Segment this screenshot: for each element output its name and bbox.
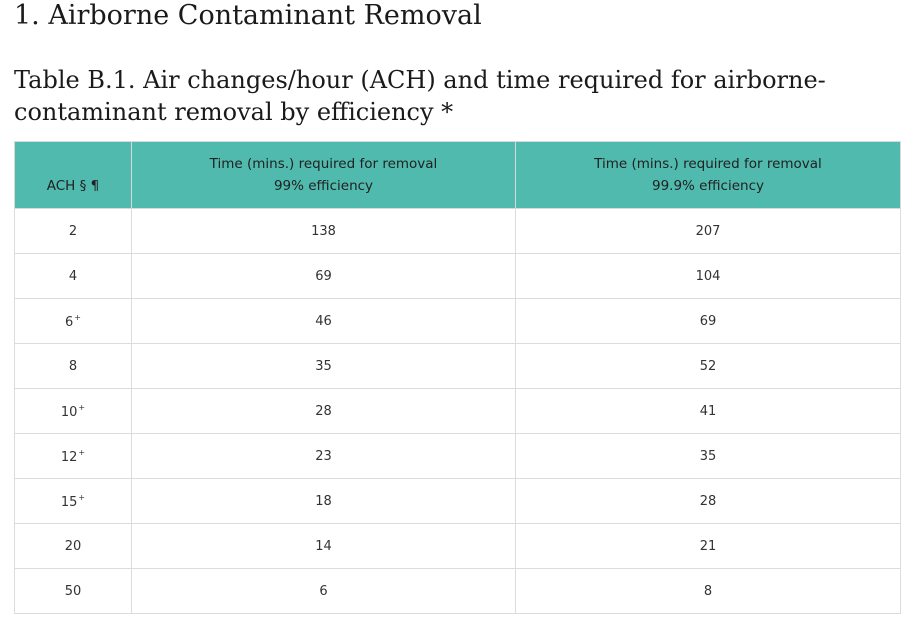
ach-value: 8 xyxy=(68,358,78,374)
table-row: 15+ 18 28 xyxy=(14,478,901,524)
ach-value: 20 xyxy=(64,538,82,554)
cell-time-99: 23 xyxy=(131,433,516,479)
table-row: 12+ 23 35 xyxy=(14,433,901,479)
cell-ach: 20 xyxy=(14,523,132,569)
cell-time-99: 35 xyxy=(131,343,516,389)
footnote-mark: + xyxy=(78,492,86,502)
ach-value: 10 xyxy=(60,404,78,420)
cell-ach: 8 xyxy=(14,343,132,389)
header-time-99: Time (mins.) required for removal 99% ef… xyxy=(131,141,516,209)
cell-time-999: 207 xyxy=(515,208,901,254)
cell-time-999: 69 xyxy=(515,298,901,344)
ach-value: 6 xyxy=(65,314,74,330)
cell-time-99: 14 xyxy=(131,523,516,569)
header-time-99-line2: 99% efficiency xyxy=(273,178,374,194)
cell-time-999: 41 xyxy=(515,388,901,434)
section-heading: 1. Airborne Contaminant Removal xyxy=(14,0,482,31)
footnote-mark: + xyxy=(78,447,86,457)
table-row: 50 6 8 xyxy=(14,568,901,614)
header-ach: ACH § ¶ xyxy=(14,141,132,209)
header-ach-label: ACH § ¶ xyxy=(46,178,100,194)
cell-time-99: 28 xyxy=(131,388,516,434)
ach-value: 4 xyxy=(68,268,78,284)
footnote-mark: + xyxy=(78,402,86,412)
cell-time-999: 104 xyxy=(515,253,901,299)
cell-time-999: 52 xyxy=(515,343,901,389)
cell-time-99: 6 xyxy=(131,568,516,614)
header-time-99-line1: Time (mins.) required for removal xyxy=(209,156,438,172)
table-row: 2 138 207 xyxy=(14,208,901,254)
cell-ach: 15+ xyxy=(14,478,132,524)
cell-time-999: 8 xyxy=(515,568,901,614)
ach-value: 12 xyxy=(60,449,78,465)
ach-value: 50 xyxy=(64,583,82,599)
table-header: ACH § ¶ Time (mins.) required for remova… xyxy=(14,141,901,209)
header-row: ACH § ¶ Time (mins.) required for remova… xyxy=(14,141,901,209)
footnote-mark: + xyxy=(74,312,81,322)
cell-ach: 6+ xyxy=(14,298,132,344)
cell-ach: 4 xyxy=(14,253,132,299)
cell-ach: 50 xyxy=(14,568,132,614)
table-body: 2 138 207 4 69 104 6+ 46 69 8 35 52 10+ 28 41 12+ 23 35 15… xyxy=(14,208,901,614)
cell-ach: 2 xyxy=(14,208,132,254)
header-time-999-line2: 99.9% efficiency xyxy=(652,178,764,194)
table-row: 4 69 104 xyxy=(14,253,901,299)
cell-time-999: 28 xyxy=(515,478,901,524)
header-time-999-line1: Time (mins.) required for removal xyxy=(594,156,822,172)
table-row: 10+ 28 41 xyxy=(14,388,901,434)
table-row: 6+ 46 69 xyxy=(14,298,901,344)
cell-time-999: 35 xyxy=(515,433,901,479)
cell-time-99: 138 xyxy=(131,208,516,254)
ach-value: 15 xyxy=(60,494,78,510)
cell-ach: 10+ xyxy=(14,388,132,434)
ach-value: 2 xyxy=(68,223,78,239)
table-row: 20 14 21 xyxy=(14,523,901,569)
table-row: 8 35 52 xyxy=(14,343,901,389)
cell-ach: 12+ xyxy=(14,433,132,479)
header-time-999: Time (mins.) required for removal 99.9% … xyxy=(515,141,901,209)
cell-time-99: 46 xyxy=(131,298,516,344)
table-caption: Table B.1. Air changes/hour (ACH) and ti… xyxy=(14,66,826,126)
ach-removal-table: ACH § ¶ Time (mins.) required for remova… xyxy=(14,141,901,614)
cell-time-99: 18 xyxy=(131,478,516,524)
cell-time-99: 69 xyxy=(131,253,516,299)
cell-time-999: 21 xyxy=(515,523,901,569)
